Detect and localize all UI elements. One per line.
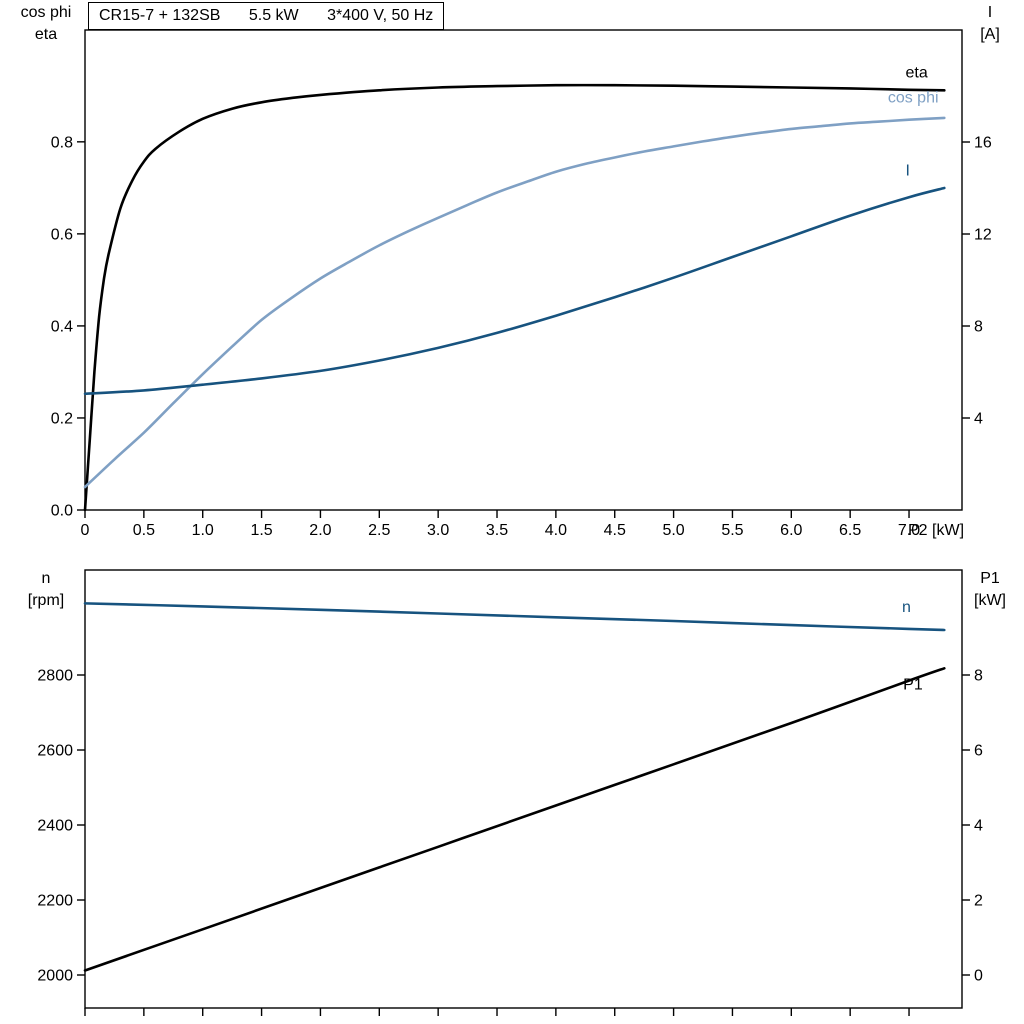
chart-frame: [84, 29, 963, 511]
right-axis-header-line2: [kW]: [974, 592, 1006, 609]
right-axis-tick-label: 16: [974, 135, 992, 152]
x-axis-tick-label: 3.0: [427, 522, 449, 539]
left-axis-header-line2: [rpm]: [27, 592, 65, 609]
x-axis-tick-label: 6.0: [780, 522, 802, 539]
x-axis-tick-label: 7.0: [898, 522, 920, 539]
left-axis-tick-label: 2800: [37, 668, 73, 685]
right-axis-header-line1: I: [987, 4, 993, 21]
title-supply: 3*400 V, 50 Hz: [327, 7, 434, 24]
x-axis-tick-label: 1.5: [250, 522, 272, 539]
right-axis-tick-label: 2: [974, 893, 983, 910]
title-rated-power: 5.5 kW: [248, 7, 299, 24]
series-label-eta: eta: [905, 64, 927, 81]
left-axis-tick-label: 2400: [37, 818, 73, 835]
chart2-right-axis-header: P1 [kW]: [958, 568, 1022, 612]
series-curve-cos_phi: [83, 116, 946, 489]
left-axis-tick-label: 0.8: [51, 134, 73, 151]
series-label-cos_phi: cos phi: [888, 90, 939, 107]
series-curve-n: [83, 602, 946, 632]
right-axis-tick-label: 4: [974, 818, 983, 835]
right-axis-header-line1: P1: [980, 570, 1000, 587]
series-label-I: I: [905, 162, 909, 179]
left-axis-tick-label: 2200: [37, 893, 73, 910]
chart1-right-axis-header: I [A]: [958, 2, 1022, 46]
series-curve-P1: [83, 667, 946, 972]
left-axis-tick-label: 0.2: [51, 410, 73, 427]
left-axis-header-line2: eta: [34, 26, 58, 43]
x-axis-tick-label: 5.0: [662, 522, 684, 539]
chart-frame: [84, 569, 963, 1009]
x-axis-tick-label: 4.0: [545, 522, 567, 539]
x-axis-tick-label: 6.5: [839, 522, 861, 539]
series-curve-eta: [83, 83, 946, 512]
x-axis-unit-label: P2 [kW]: [908, 522, 964, 539]
x-axis-tick-label: 0.5: [133, 522, 155, 539]
chart-title-box: CR15-7 + 132SB 5.5 kW 3*400 V, 50 Hz: [88, 2, 445, 30]
x-axis-tick-label: 0: [81, 522, 90, 539]
series-label-n: n: [902, 599, 911, 616]
x-axis-tick-label: 3.5: [486, 522, 508, 539]
left-axis-tick-label: 2600: [37, 743, 73, 760]
right-axis-header-line2: [A]: [980, 26, 1000, 43]
left-axis-tick-label: 0.6: [51, 226, 73, 243]
x-axis-tick-label: 4.5: [604, 522, 626, 539]
x-axis-tick-label: 2.0: [309, 522, 331, 539]
right-axis-tick-label: 8: [974, 668, 983, 685]
right-axis-tick-label: 8: [974, 319, 983, 336]
x-axis-tick-label: 1.0: [192, 522, 214, 539]
series-curve-I: [83, 186, 946, 396]
chart2-left-axis-header: n [rpm]: [6, 568, 86, 612]
left-axis-header-line1: cos phi: [20, 4, 72, 21]
x-axis-tick-label: 5.5: [721, 522, 743, 539]
title-pump-model: CR15-7 + 132SB: [99, 7, 221, 24]
chart1-left-axis-header: cos phi eta: [6, 2, 86, 46]
left-axis-tick-label: 2000: [37, 968, 73, 985]
right-axis-tick-label: 0: [974, 968, 983, 985]
right-axis-tick-label: 4: [974, 411, 983, 428]
x-axis-tick-label: 2.5: [368, 522, 390, 539]
left-axis-header-line1: n: [41, 570, 51, 587]
left-axis-tick-label: 0.4: [51, 318, 73, 335]
right-axis-tick-label: 12: [974, 227, 992, 244]
right-axis-tick-label: 6: [974, 743, 983, 760]
left-axis-tick-label: 0.0: [51, 503, 73, 520]
series-label-P1: P1: [903, 676, 923, 693]
